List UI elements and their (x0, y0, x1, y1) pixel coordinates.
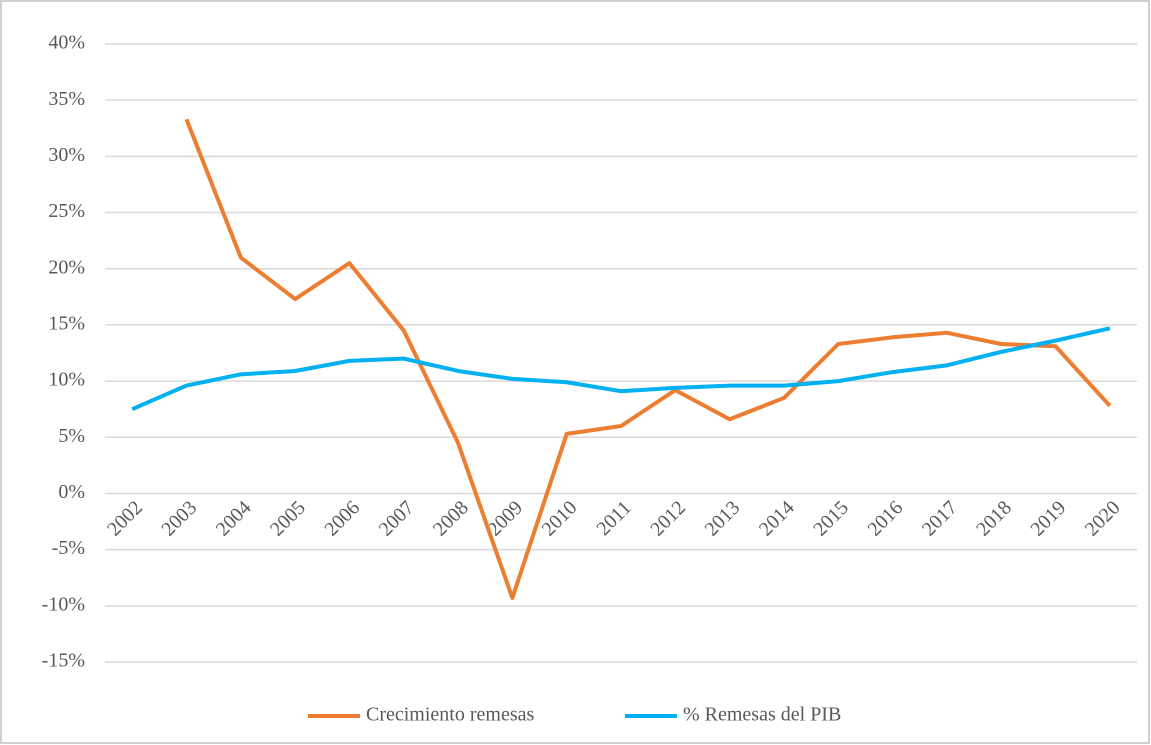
series-line (184, 118, 1112, 600)
legend-label: Crecimiento remesas (366, 704, 534, 726)
y-tick-label: 0% (58, 481, 85, 503)
y-tick-label: 20% (48, 256, 85, 278)
y-tick-label: 25% (48, 200, 85, 222)
y-tick-label: -10% (42, 593, 85, 615)
y-tick-label: -5% (52, 537, 85, 559)
y-tick-label: 30% (48, 144, 85, 166)
y-tick-label: 35% (48, 88, 85, 110)
y-tick-label: 5% (58, 425, 85, 447)
series-line (131, 326, 1111, 412)
y-tick-label: -15% (42, 650, 85, 672)
y-tick-label: 15% (48, 313, 85, 335)
y-tick-label: 10% (48, 369, 85, 391)
legend-label: % Remesas del PIB (683, 704, 841, 726)
y-tick-label: 40% (48, 32, 85, 54)
